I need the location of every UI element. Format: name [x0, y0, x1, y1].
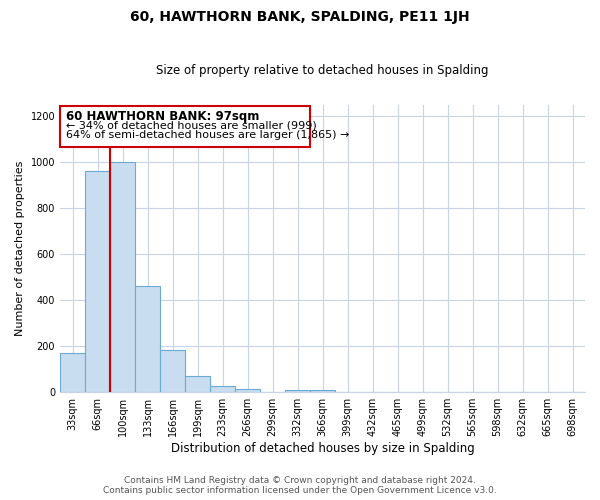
Bar	[85, 172, 110, 392]
Bar	[60, 353, 85, 392]
Text: 64% of semi-detached houses are larger (1,865) →: 64% of semi-detached houses are larger (…	[66, 130, 350, 140]
Bar	[110, 162, 135, 392]
X-axis label: Distribution of detached houses by size in Spalding: Distribution of detached houses by size …	[170, 442, 475, 455]
Text: ← 34% of detached houses are smaller (999): ← 34% of detached houses are smaller (99…	[66, 120, 317, 130]
Bar	[310, 390, 335, 392]
Bar	[60, 106, 310, 147]
Y-axis label: Number of detached properties: Number of detached properties	[15, 160, 25, 336]
Text: 60, HAWTHORN BANK, SPALDING, PE11 1JH: 60, HAWTHORN BANK, SPALDING, PE11 1JH	[130, 10, 470, 24]
Bar	[235, 389, 260, 392]
Bar	[160, 350, 185, 392]
Text: 60 HAWTHORN BANK: 97sqm: 60 HAWTHORN BANK: 97sqm	[66, 110, 260, 124]
Text: Contains HM Land Registry data © Crown copyright and database right 2024.
Contai: Contains HM Land Registry data © Crown c…	[103, 476, 497, 495]
Bar	[285, 390, 310, 392]
Bar	[185, 376, 210, 392]
Bar	[135, 286, 160, 392]
Title: Size of property relative to detached houses in Spalding: Size of property relative to detached ho…	[156, 64, 489, 77]
Bar	[210, 386, 235, 392]
